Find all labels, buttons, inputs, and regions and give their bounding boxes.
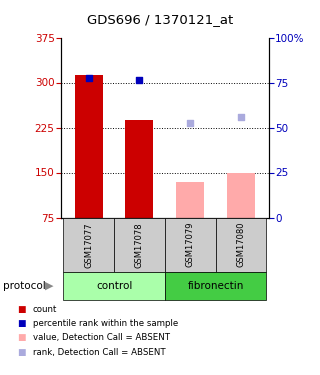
Bar bbox=[176, 182, 204, 218]
Bar bbox=[125, 120, 153, 218]
Text: ▶: ▶ bbox=[45, 281, 54, 291]
Bar bbox=[63, 272, 165, 300]
Text: fibronectin: fibronectin bbox=[187, 281, 244, 291]
Text: ■: ■ bbox=[18, 305, 26, 314]
Text: protocol: protocol bbox=[3, 281, 46, 291]
Text: GSM17077: GSM17077 bbox=[84, 222, 93, 267]
Text: count: count bbox=[33, 305, 57, 314]
Text: control: control bbox=[96, 281, 132, 291]
Text: GSM17080: GSM17080 bbox=[236, 222, 245, 267]
Text: GSM17079: GSM17079 bbox=[186, 222, 195, 267]
Bar bbox=[165, 272, 266, 300]
Bar bbox=[75, 75, 103, 217]
Point bbox=[188, 120, 193, 126]
Point bbox=[137, 76, 142, 82]
Text: ■: ■ bbox=[18, 348, 26, 357]
Bar bbox=[227, 172, 255, 217]
Text: percentile rank within the sample: percentile rank within the sample bbox=[33, 319, 178, 328]
Text: GSM17078: GSM17078 bbox=[135, 222, 144, 267]
Bar bbox=[114, 217, 165, 272]
Text: ■: ■ bbox=[18, 319, 26, 328]
Text: ■: ■ bbox=[18, 333, 26, 342]
Bar bbox=[216, 217, 266, 272]
Bar bbox=[63, 217, 114, 272]
Text: rank, Detection Call = ABSENT: rank, Detection Call = ABSENT bbox=[33, 348, 165, 357]
Text: GDS696 / 1370121_at: GDS696 / 1370121_at bbox=[87, 13, 233, 26]
Point bbox=[238, 114, 244, 120]
Bar bbox=[165, 217, 216, 272]
Text: value, Detection Call = ABSENT: value, Detection Call = ABSENT bbox=[33, 333, 170, 342]
Point bbox=[86, 75, 91, 81]
